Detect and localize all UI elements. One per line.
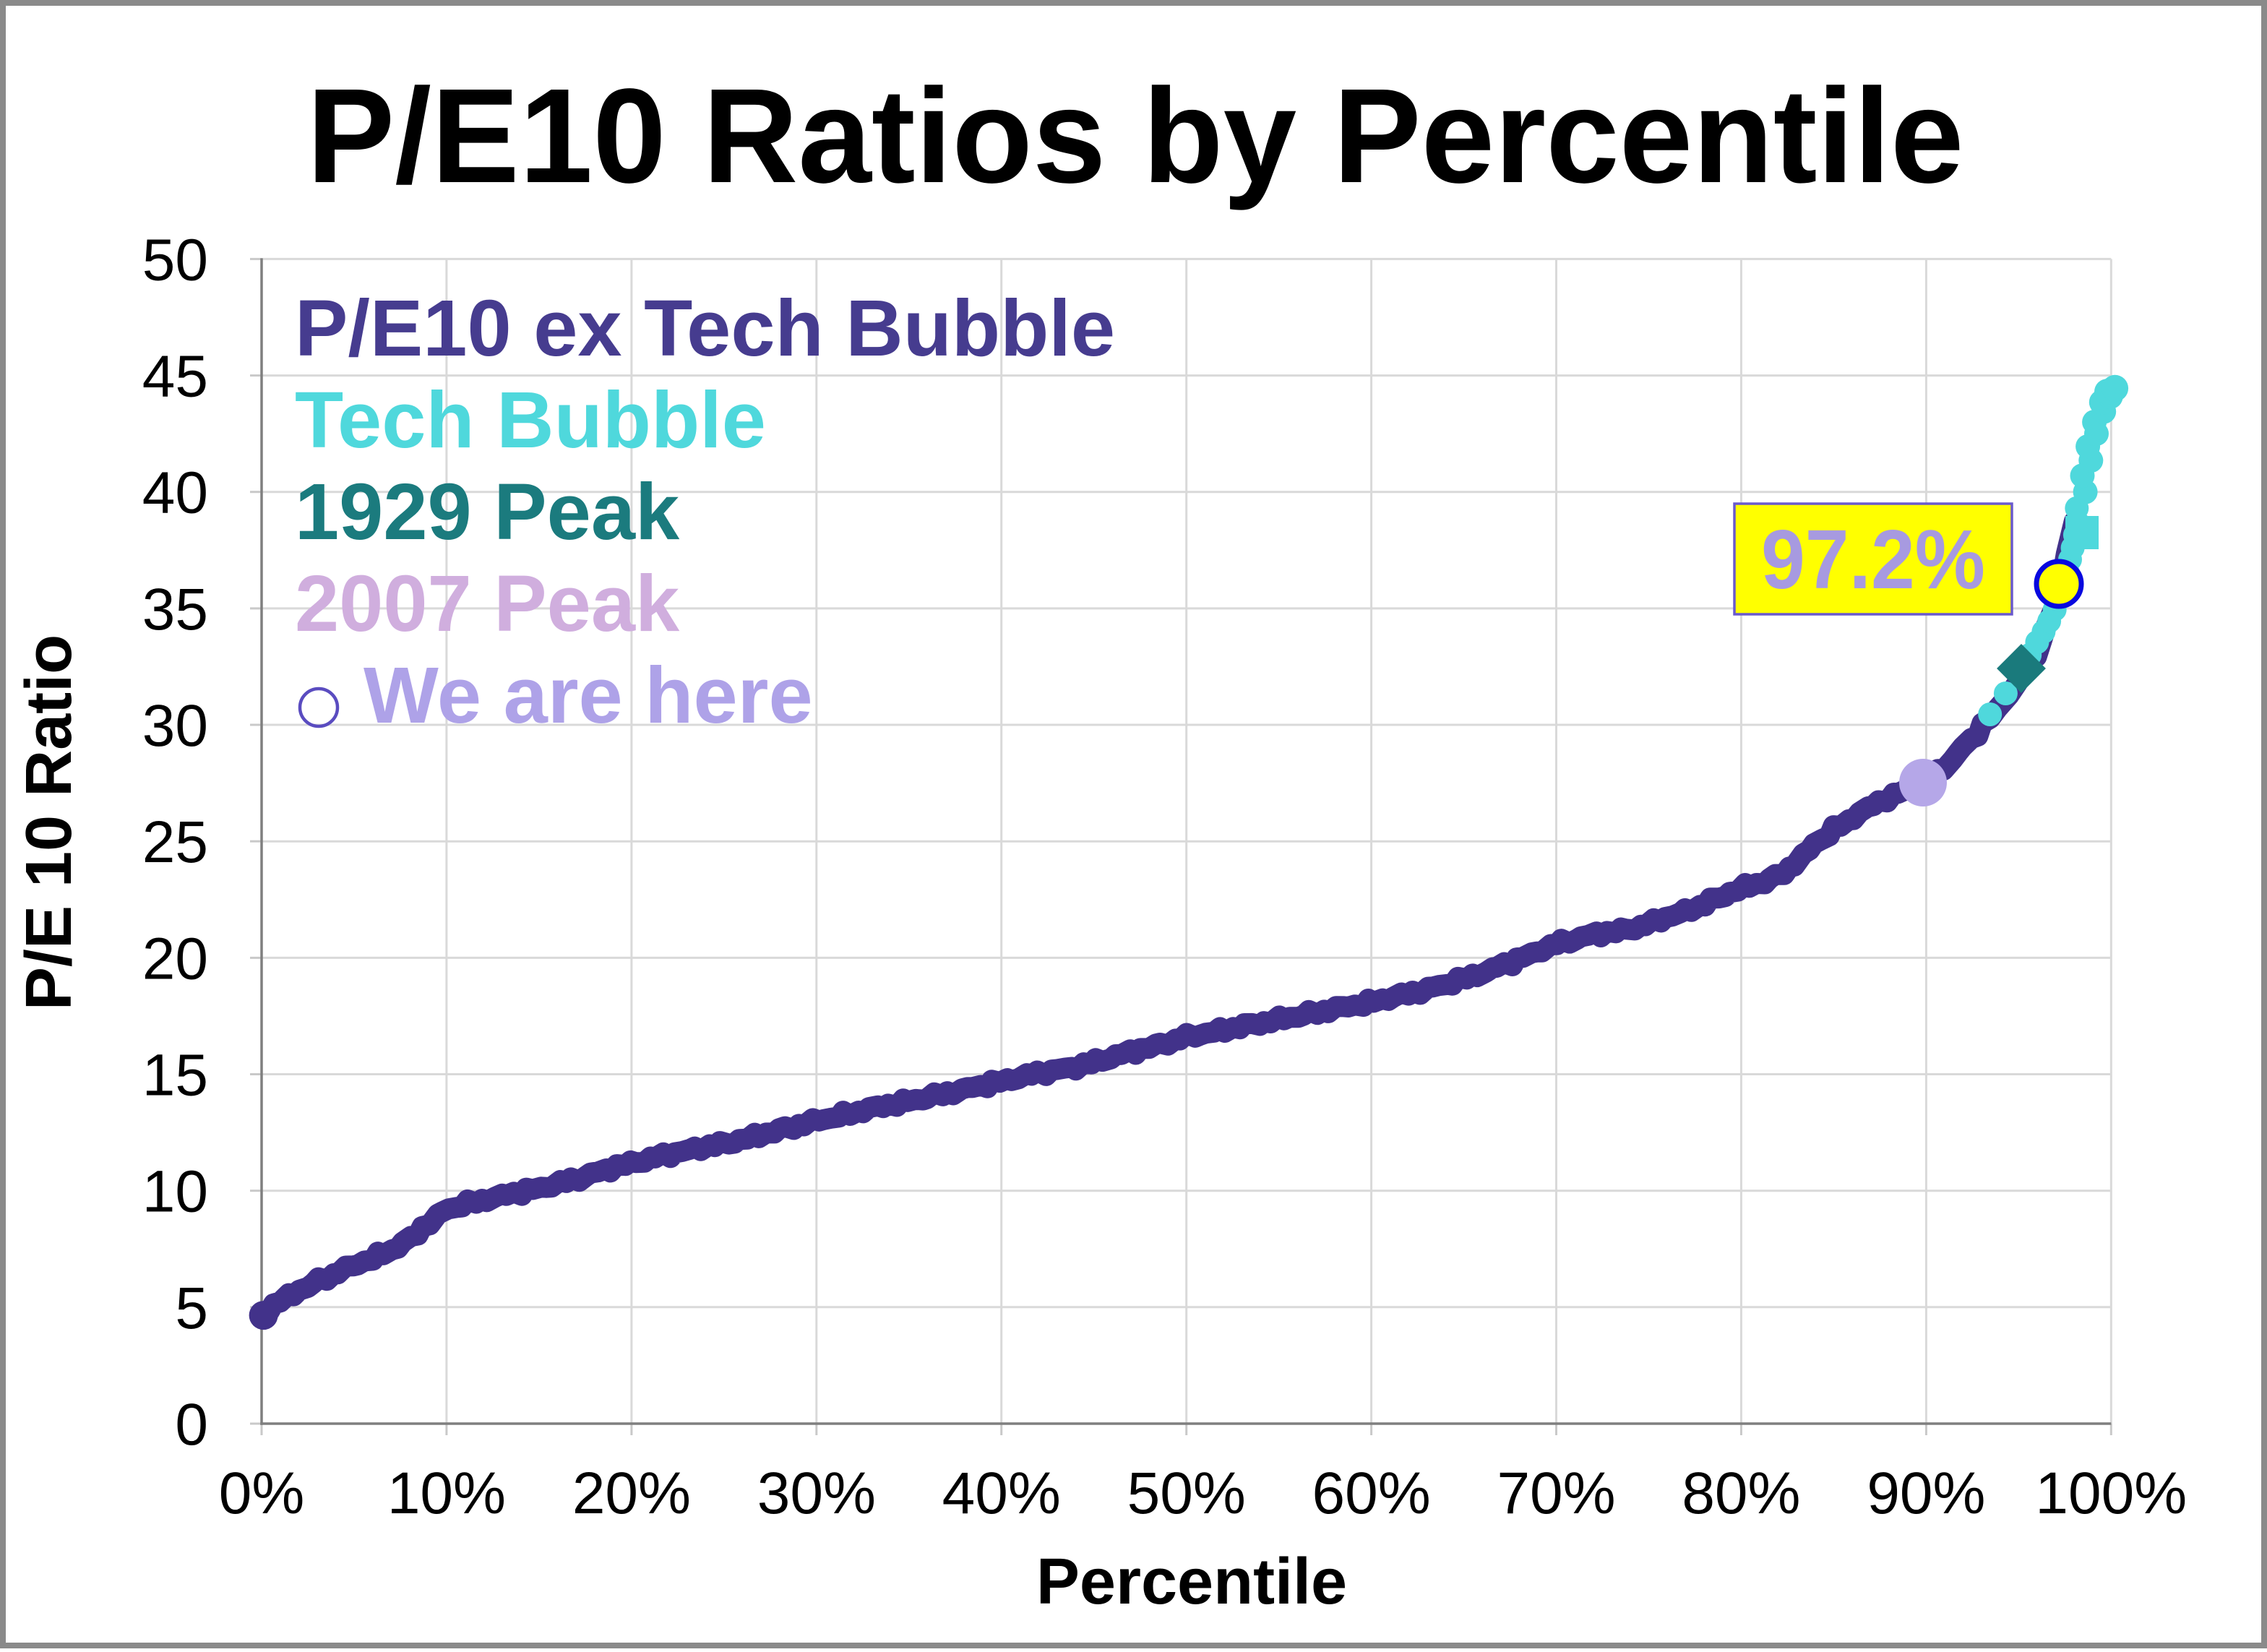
svg-text:25: 25: [142, 809, 208, 875]
svg-text:30: 30: [142, 693, 208, 759]
svg-text:0: 0: [175, 1392, 208, 1458]
svg-text:90%: 90%: [1867, 1460, 1985, 1526]
svg-text:35: 35: [142, 577, 208, 642]
svg-text:97.2%: 97.2%: [1761, 512, 1985, 606]
svg-text:50%: 50%: [1127, 1460, 1246, 1526]
svg-text:80%: 80%: [1682, 1460, 1800, 1526]
svg-text:70%: 70%: [1497, 1460, 1615, 1526]
svg-text:P/E10 ex Tech Bubble: P/E10 ex Tech Bubble: [295, 284, 1115, 373]
svg-text:20%: 20%: [572, 1460, 691, 1526]
svg-text:45: 45: [142, 344, 208, 410]
svg-text:2007 Peak: 2007 Peak: [295, 559, 680, 648]
svg-text:P/E10 Ratios by Percentile: P/E10 Ratios by Percentile: [307, 61, 1964, 211]
svg-text:We are here: We are here: [364, 651, 813, 740]
svg-text:40%: 40%: [942, 1460, 1061, 1526]
svg-text:5: 5: [175, 1275, 208, 1341]
svg-text:P/E 10 Ratio: P/E 10 Ratio: [13, 634, 85, 1010]
svg-text:30%: 30%: [757, 1460, 876, 1526]
svg-text:40: 40: [142, 460, 208, 526]
svg-text:10: 10: [142, 1159, 208, 1225]
svg-text:15: 15: [142, 1043, 208, 1109]
svg-text:0%: 0%: [219, 1460, 305, 1526]
svg-text:60%: 60%: [1312, 1460, 1431, 1526]
svg-text:20: 20: [142, 926, 208, 991]
svg-text:10%: 10%: [387, 1460, 506, 1526]
svg-text:Percentile: Percentile: [1036, 1546, 1347, 1618]
svg-text:1929 Peak: 1929 Peak: [295, 468, 680, 556]
svg-text:100%: 100%: [2035, 1460, 2187, 1526]
svg-text:50: 50: [142, 227, 208, 293]
svg-text:Tech Bubble: Tech Bubble: [295, 376, 766, 465]
